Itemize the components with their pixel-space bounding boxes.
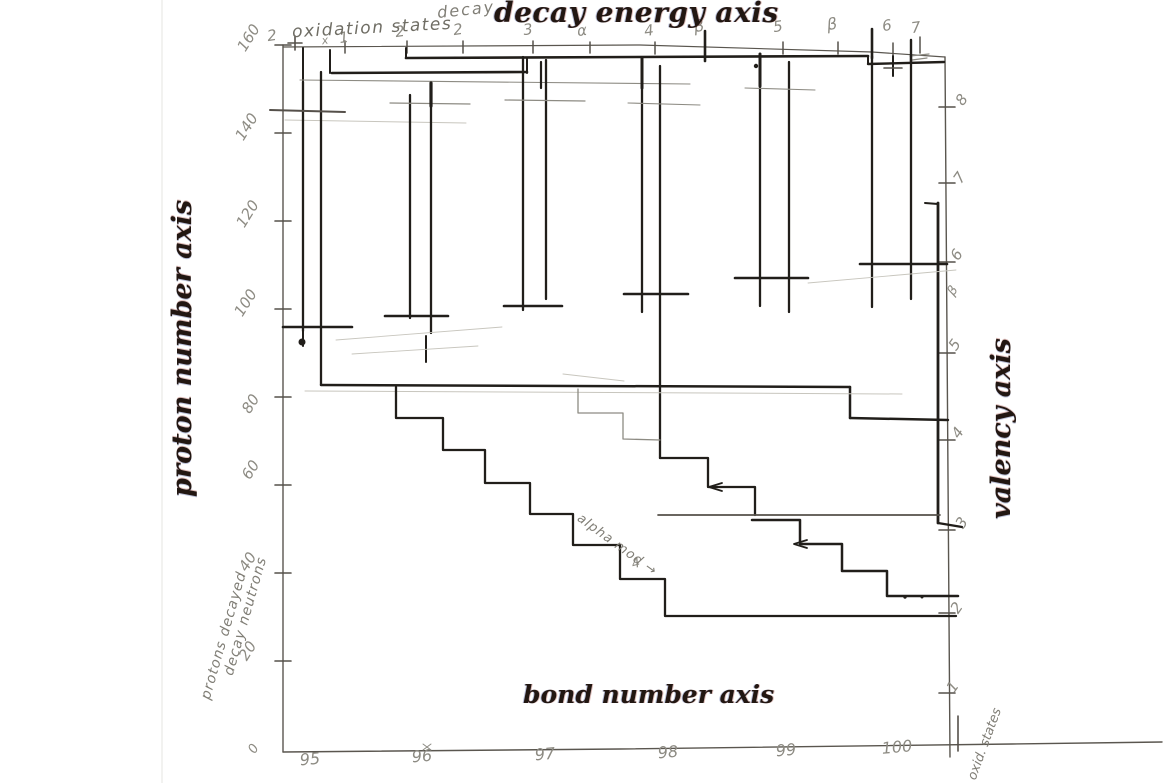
svg-text:4: 4 [947,424,967,442]
svg-text:96: 96 [411,746,433,767]
svg-text:2: 2 [394,22,406,41]
svg-text:α: α [576,21,588,40]
decay-energy-axis-title: decay energy axis [494,0,779,29]
svg-text:120: 120 [232,197,262,231]
svg-text:99: 99 [775,740,797,761]
bond-number-axis-title: bond number axis [523,680,775,709]
svg-text:140: 140 [231,110,261,144]
svg-text:160: 160 [233,21,263,55]
svg-text:6: 6 [881,16,893,35]
svg-text:β: β [824,14,838,34]
svg-text:3: 3 [951,514,971,532]
svg-text:100: 100 [230,286,260,320]
svg-text:7: 7 [949,168,969,187]
svg-text:7: 7 [910,18,922,37]
valency-axis-title: valency axis [986,338,1017,519]
svg-text:4: 4 [643,21,655,40]
svg-text:97: 97 [534,744,557,765]
svg-text:2: 2 [452,20,464,39]
svg-text:100: 100 [881,736,913,758]
svg-text:98: 98 [657,742,679,763]
svg-text:3: 3 [522,20,534,39]
svg-text:2: 2 [266,26,278,45]
svg-text:95: 95 [299,749,321,770]
svg-text:4: 4 [630,556,642,573]
svg-text:80: 80 [238,391,263,417]
svg-text:60: 60 [238,457,263,483]
svg-text:8: 8 [951,91,971,109]
svg-text:β: β [691,16,705,36]
proton-number-axis-title: proton number axis [167,199,198,497]
svg-text:x: x [320,34,330,48]
svg-text:6: 6 [946,246,966,264]
svg-text:5: 5 [772,17,784,36]
svg-text:0: 0 [245,742,262,757]
svg-text:1: 1 [338,28,350,47]
